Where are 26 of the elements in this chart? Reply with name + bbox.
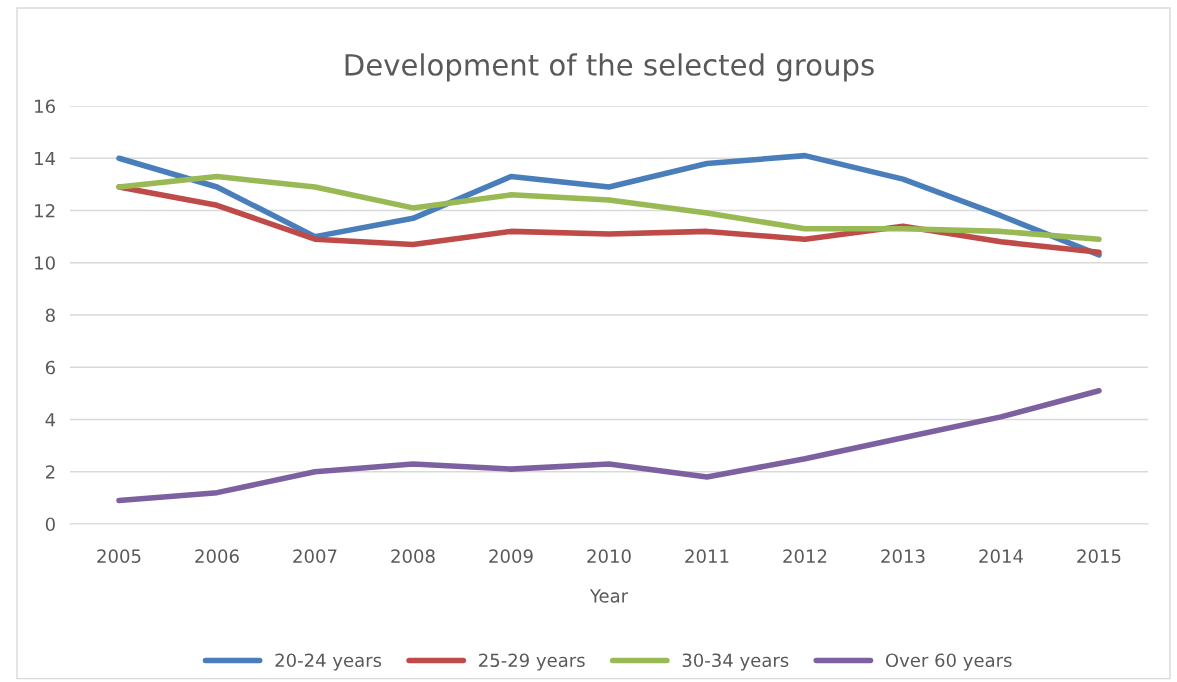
x-tick-label: 2013	[881, 549, 925, 563]
y-tick-label: 4	[45, 413, 56, 427]
x-tick-label: 2009	[489, 549, 533, 563]
legend-label: 20-24 years	[275, 653, 382, 671]
legend-label: 25-29 years	[479, 653, 585, 671]
y-tick-label: 14	[35, 151, 56, 166]
y-tick-label: 0	[45, 517, 55, 532]
y-tick-label: 6	[45, 360, 55, 375]
legend-label: 30-34 years	[682, 653, 789, 671]
y-tick-label: 8	[45, 308, 55, 323]
x-tick-label: 2011	[685, 549, 729, 563]
x-tick-label: 2008	[391, 549, 435, 563]
legend-label: Over 60 years	[885, 653, 1012, 671]
x-tick-label: 2005	[97, 549, 141, 563]
x-tick-label: 2010	[587, 549, 631, 563]
x-tick-label: 2007	[293, 549, 337, 563]
x-tick-label: 2012	[783, 549, 827, 563]
x-tick-label: 2014	[979, 549, 1023, 563]
chart-title: Development of the selected groups	[345, 53, 874, 82]
x-axis-title: Year	[589, 589, 629, 603]
y-tick-label: 12	[35, 203, 55, 218]
y-tick-label: 16	[35, 99, 55, 114]
x-tick-label: 2006	[195, 549, 239, 563]
x-tick-label: 2015	[1077, 549, 1121, 563]
y-tick-label: 10	[35, 256, 55, 270]
y-tick-label: 2	[45, 465, 55, 479]
